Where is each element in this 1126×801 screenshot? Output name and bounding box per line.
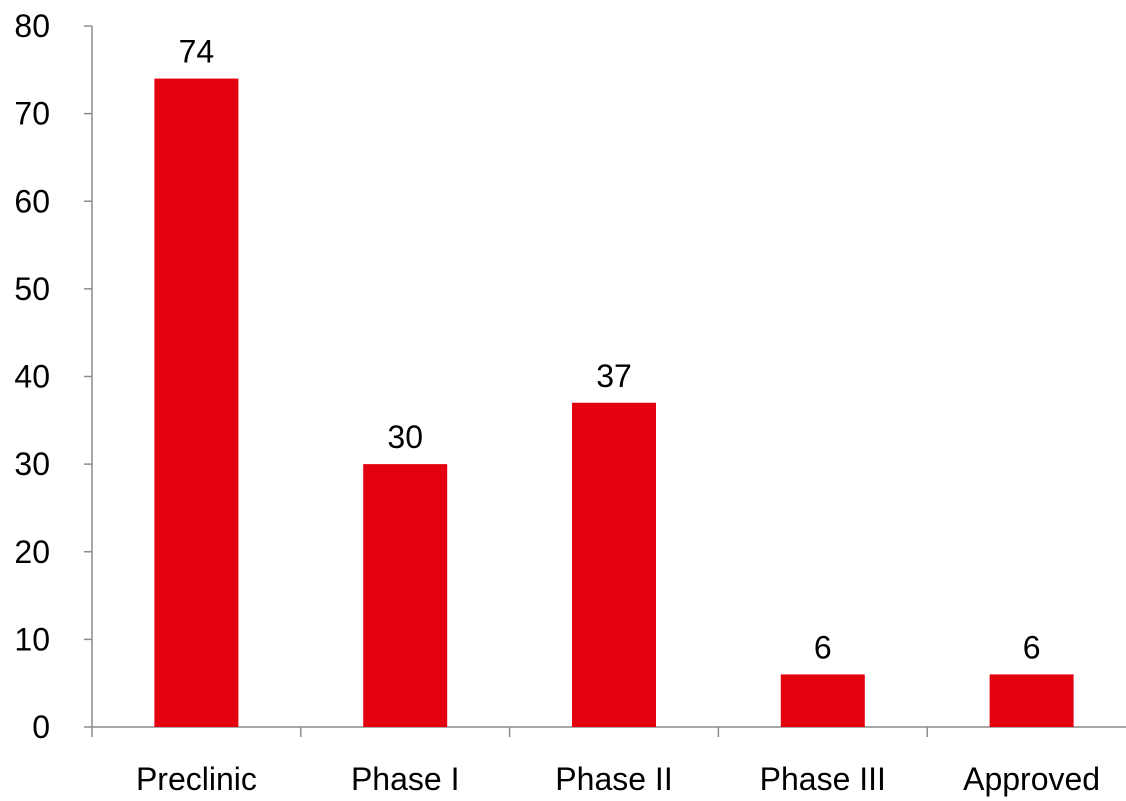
y-axis: 0 10 20 30 40 50 60 70 80: [14, 8, 93, 745]
bar-preclinic: [154, 78, 239, 727]
x-category-label: Phase III: [760, 761, 886, 797]
y-tick-label: 0: [32, 709, 50, 745]
y-tick-label: 20: [14, 534, 50, 570]
y-tick-label: 30: [14, 446, 50, 482]
y-tick-label: 60: [14, 183, 50, 219]
bar-phase-ii: [572, 402, 656, 727]
bar-approved: [989, 674, 1074, 727]
y-tick-label: 70: [14, 96, 50, 132]
data-label: 74: [179, 34, 215, 70]
bar-phase-i: [363, 464, 448, 727]
data-label: 30: [387, 419, 423, 455]
x-category-label: Phase I: [351, 761, 460, 797]
bar-phase-iii: [780, 674, 865, 727]
data-label: 37: [596, 358, 632, 394]
bars: [154, 78, 1074, 727]
data-label: 6: [1023, 629, 1041, 665]
x-category-label: Phase II: [555, 761, 672, 797]
y-tick-label: 50: [14, 271, 50, 307]
y-tick-label: 80: [14, 8, 50, 44]
x-category-label: Preclinic: [136, 761, 257, 797]
y-tick-label: 40: [14, 359, 50, 395]
data-labels: 74 30 37 6 6: [179, 34, 1041, 666]
data-label: 6: [814, 629, 832, 665]
y-tick-label: 10: [14, 621, 50, 657]
x-category-label: Approved: [963, 761, 1100, 797]
x-axis: Preclinic Phase I Phase II Phase III Approve…: [91, 726, 1126, 797]
